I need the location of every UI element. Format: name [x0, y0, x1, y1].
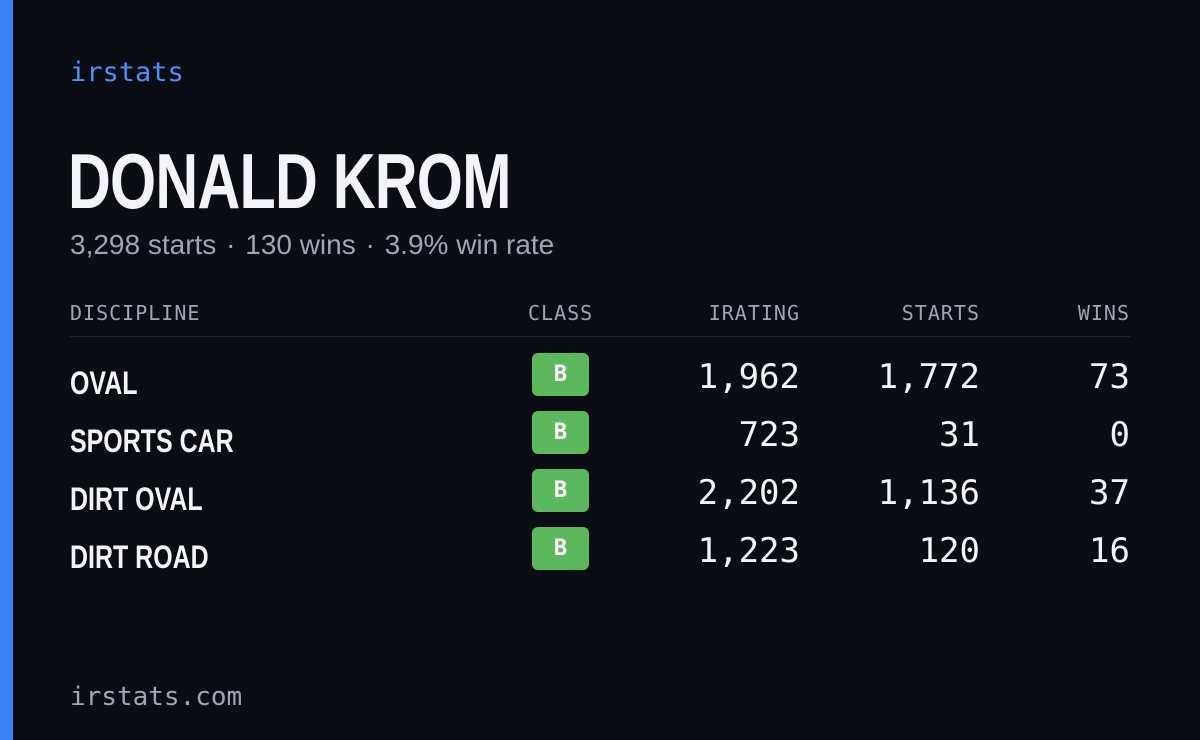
- irating-cell: 723: [738, 415, 800, 455]
- wins-cell: 73: [1089, 357, 1130, 397]
- starts-cell: 1,772: [877, 357, 980, 397]
- irating-cell: 2,202: [697, 473, 800, 513]
- starts-cell: 31: [939, 415, 980, 455]
- header-irating: IRATING: [708, 301, 800, 325]
- wins-cell: 16: [1089, 531, 1130, 571]
- table-row: SPORTS CAR B 723 31 0: [70, 411, 1130, 469]
- table-body: OVAL B 1,962 1,772 73 SPORTS CAR B 723 3…: [70, 337, 1130, 585]
- brand-logo[interactable]: irstats: [70, 57, 184, 88]
- discipline-cell: OVAL: [70, 365, 138, 401]
- table-row: DIRT ROAD B 1,223 120 16: [70, 527, 1130, 585]
- table-header: DISCIPLINE CLASS IRATING STARTS WINS: [70, 296, 1130, 337]
- starts-cell: 1,136: [877, 473, 980, 513]
- header-discipline: DISCIPLINE: [70, 301, 201, 325]
- table-row: OVAL B 1,962 1,772 73: [70, 353, 1130, 411]
- accent-bar: [0, 0, 13, 740]
- header-class: CLASS: [528, 301, 594, 325]
- starts-summary: 3,298 starts: [70, 229, 217, 260]
- discipline-cell: SPORTS CAR: [70, 423, 234, 459]
- irating-cell: 1,962: [697, 357, 800, 397]
- irating-cell: 1,223: [697, 531, 800, 571]
- discipline-cell: DIRT ROAD: [70, 539, 209, 575]
- summary-separator: ·: [226, 229, 236, 260]
- header-wins: WINS: [1077, 301, 1130, 325]
- driver-summary: 3,298 starts · 130 wins · 3.9% win rate: [70, 228, 554, 262]
- footer-site-url[interactable]: irstats.com: [70, 682, 243, 712]
- header-starts: STARTS: [901, 301, 980, 325]
- starts-cell: 120: [918, 531, 980, 571]
- class-badge: B: [532, 411, 589, 454]
- win-rate-summary: 3.9% win rate: [384, 229, 555, 260]
- wins-cell: 37: [1089, 473, 1130, 513]
- class-badge: B: [532, 469, 589, 512]
- discipline-cell: DIRT OVAL: [70, 481, 203, 517]
- driver-name: DONALD KROM: [68, 137, 512, 225]
- class-badge: B: [532, 527, 589, 570]
- table-row: DIRT OVAL B 2,202 1,136 37: [70, 469, 1130, 527]
- wins-cell: 0: [1109, 415, 1130, 455]
- class-badge: B: [532, 353, 589, 396]
- stats-table: DISCIPLINE CLASS IRATING STARTS WINS OVA…: [70, 296, 1130, 585]
- summary-separator: ·: [365, 229, 375, 260]
- wins-summary: 130 wins: [245, 229, 356, 260]
